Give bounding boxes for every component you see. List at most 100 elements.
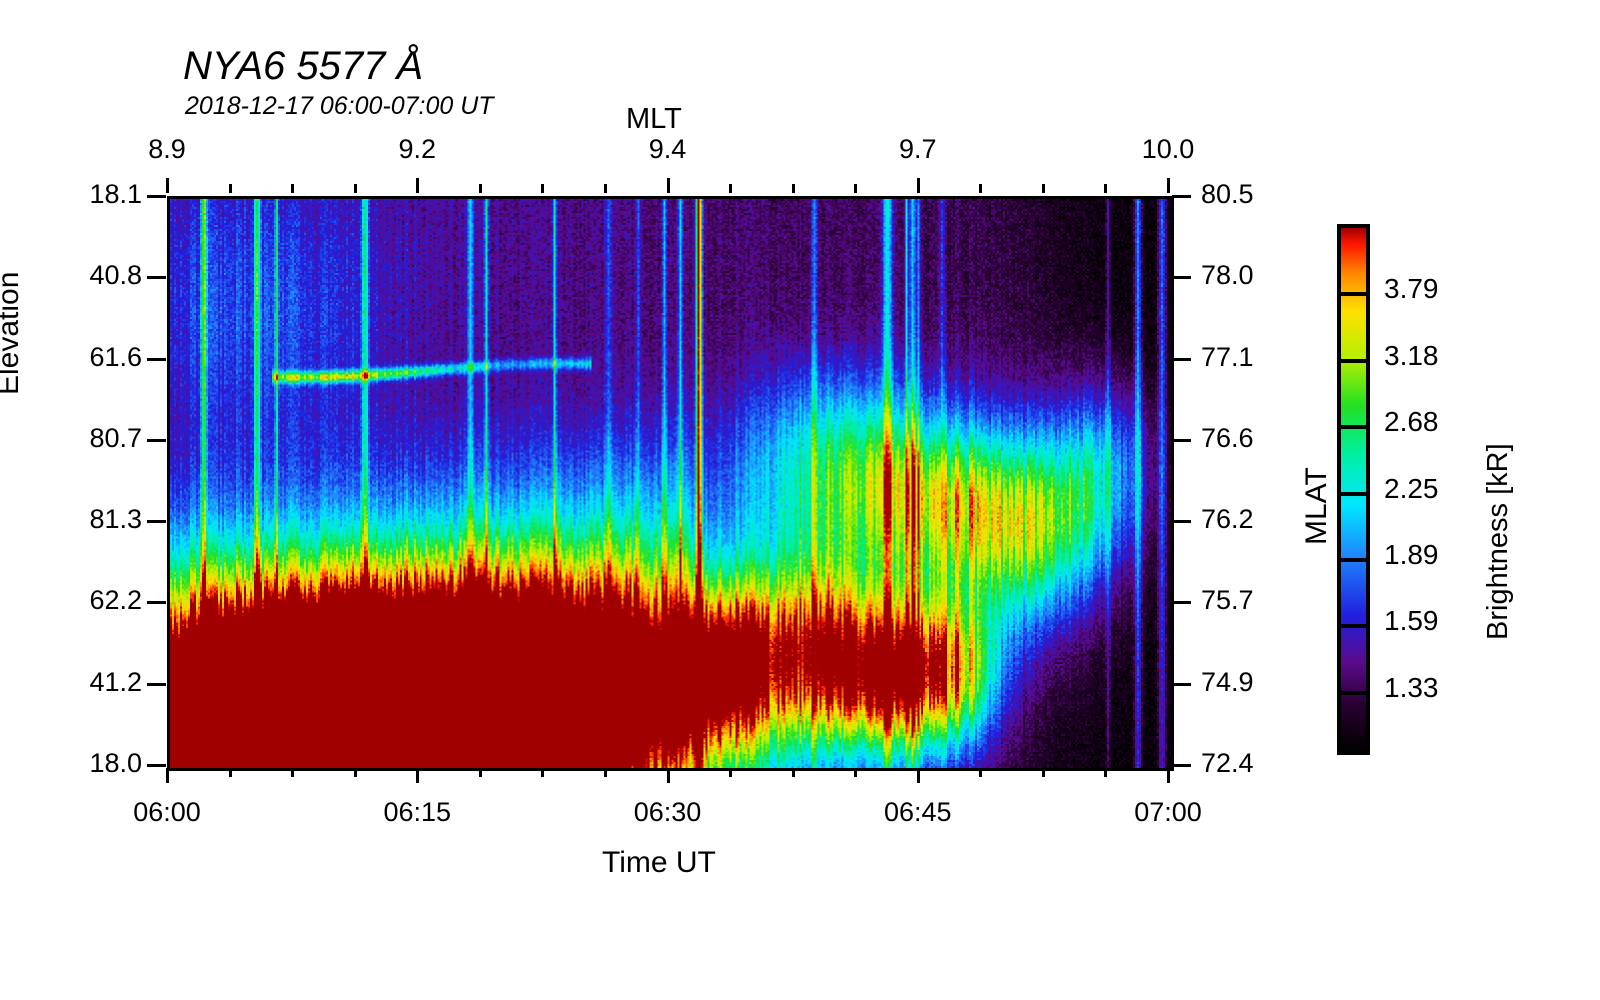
y-tick-major: [147, 357, 166, 361]
x-top-tick-label: 10.0: [1141, 134, 1195, 164]
y-tick-label: 41.2: [89, 666, 142, 697]
y-tick-label: 18.0: [89, 748, 142, 778]
keogram-plot-area: [167, 196, 1174, 771]
y-tick-label: 62.2: [89, 585, 142, 616]
y-right-tick-label: 72.4: [1201, 748, 1254, 778]
x-top-tick-label: 9.2: [398, 134, 437, 164]
y-right-tick-major: [1172, 601, 1191, 605]
x-tick-minor: [1104, 768, 1108, 777]
keogram-image: [170, 199, 1171, 768]
x-tick-minor: [353, 768, 357, 777]
x-top-tick-label: 9.7: [898, 134, 937, 164]
colorbar-divider: [1341, 690, 1366, 695]
x-tick-minor: [979, 768, 983, 777]
x-top-tick-major: [916, 178, 920, 193]
y-right-tick-label: 77.1: [1201, 341, 1254, 372]
colorbar-divider: [1341, 557, 1366, 562]
x-top-tick-minor: [541, 184, 545, 193]
colorbar-tick-label: 2.68: [1384, 406, 1439, 438]
colorbar-axis-title: Brightness [kR]: [1482, 443, 1514, 640]
x-top-tick-major: [166, 178, 169, 193]
y-tick-major: [147, 438, 166, 442]
colorbar-tick-label: 3.79: [1384, 273, 1439, 305]
x-tick-label: 06:45: [883, 797, 952, 827]
x-top-tick-minor: [854, 184, 858, 193]
y-right-tick-major: [1172, 195, 1191, 198]
y-right-tick-label: 76.6: [1201, 422, 1254, 453]
colorbar-tick-label: 1.33: [1384, 671, 1439, 703]
y-right-tick-major: [1172, 276, 1191, 280]
x-tick-minor: [291, 768, 295, 777]
y-tick-label: 81.3: [89, 504, 142, 535]
y-right-tick-major: [1172, 357, 1191, 361]
x-top-tick-minor: [353, 184, 357, 193]
y-tick-major: [147, 520, 166, 524]
colorbar-divider: [1341, 491, 1366, 496]
y-right-tick-label: 74.9: [1201, 666, 1254, 697]
x-top-tick-minor: [1104, 184, 1108, 193]
y-tick-label: 40.8: [89, 260, 142, 291]
x-tick-minor: [541, 768, 545, 777]
figure-title: NYA6 5577 Å: [183, 44, 424, 88]
x-top-tick-label: 9.4: [648, 134, 687, 164]
colorbar-divider: [1341, 292, 1366, 297]
y-right-tick-label: 76.2: [1201, 504, 1254, 535]
x-top-tick-major: [666, 178, 670, 193]
x-tick-major: [1167, 768, 1170, 783]
x-tick-minor: [729, 768, 733, 777]
y-right-tick-major: [1172, 520, 1191, 524]
colorbar-tick-label: 1.59: [1384, 605, 1439, 637]
x-top-tick-minor: [729, 184, 733, 193]
x-top-tick-minor: [979, 184, 983, 193]
y-right-tick-major: [1172, 438, 1191, 442]
x-tick-label: 06:15: [383, 797, 452, 827]
x-tick-minor: [791, 768, 795, 777]
x-tick-minor: [603, 768, 607, 777]
y-right-tick-label: 80.5: [1201, 179, 1254, 209]
y-tick-major: [147, 682, 166, 686]
x-tick-minor: [854, 768, 858, 777]
x-tick-major: [416, 768, 420, 783]
y-tick-label: 61.6: [89, 341, 142, 372]
x-tick-minor: [1041, 768, 1045, 777]
y-tick-label: 18.1: [89, 179, 142, 209]
x-top-tick-minor: [1041, 184, 1045, 193]
x-top-tick-minor: [791, 184, 795, 193]
x-top-tick-minor: [291, 184, 295, 193]
y-right-tick-major: [1172, 682, 1191, 686]
right-axis-title: MLAT: [1300, 467, 1333, 545]
x-top-tick-minor: [228, 184, 232, 193]
x-top-tick-major: [1167, 178, 1170, 193]
y-tick-label: 80.7: [89, 422, 142, 453]
y-tick-major: [147, 764, 166, 767]
colorbar-divider: [1341, 624, 1366, 629]
figure-subtitle: 2018-12-17 06:00-07:00 UT: [185, 92, 494, 120]
x-top-tick-label: 8.9: [148, 134, 186, 164]
colorbar-divider: [1341, 425, 1366, 430]
y-tick-major: [147, 601, 166, 605]
colorbar-gradient: [1341, 228, 1366, 751]
x-tick-label: 06:00: [133, 797, 201, 827]
x-tick-major: [916, 768, 920, 783]
top-axis-title: MLT: [626, 103, 682, 135]
colorbar-divider: [1341, 358, 1366, 363]
x-tick-label: 07:00: [1134, 797, 1202, 827]
y-right-tick-label: 78.0: [1201, 260, 1254, 291]
y-right-tick-label: 75.7: [1201, 585, 1254, 616]
y-tick-major: [147, 276, 166, 280]
bottom-axis-title: Time UT: [602, 846, 716, 879]
colorbar-tick-label: 2.25: [1384, 472, 1439, 504]
colorbar: [1337, 224, 1370, 755]
colorbar-tick-label: 3.18: [1384, 339, 1439, 371]
keogram-canvas: [170, 199, 1171, 768]
colorbar-tick-label: 1.89: [1384, 538, 1439, 570]
x-tick-minor: [228, 768, 232, 777]
x-tick-major: [166, 768, 169, 783]
x-top-tick-minor: [478, 184, 482, 193]
y-right-tick-major: [1172, 764, 1191, 767]
x-top-tick-major: [416, 178, 420, 193]
x-tick-minor: [478, 768, 482, 777]
x-tick-label: 06:30: [633, 797, 702, 827]
x-tick-major: [666, 768, 670, 783]
